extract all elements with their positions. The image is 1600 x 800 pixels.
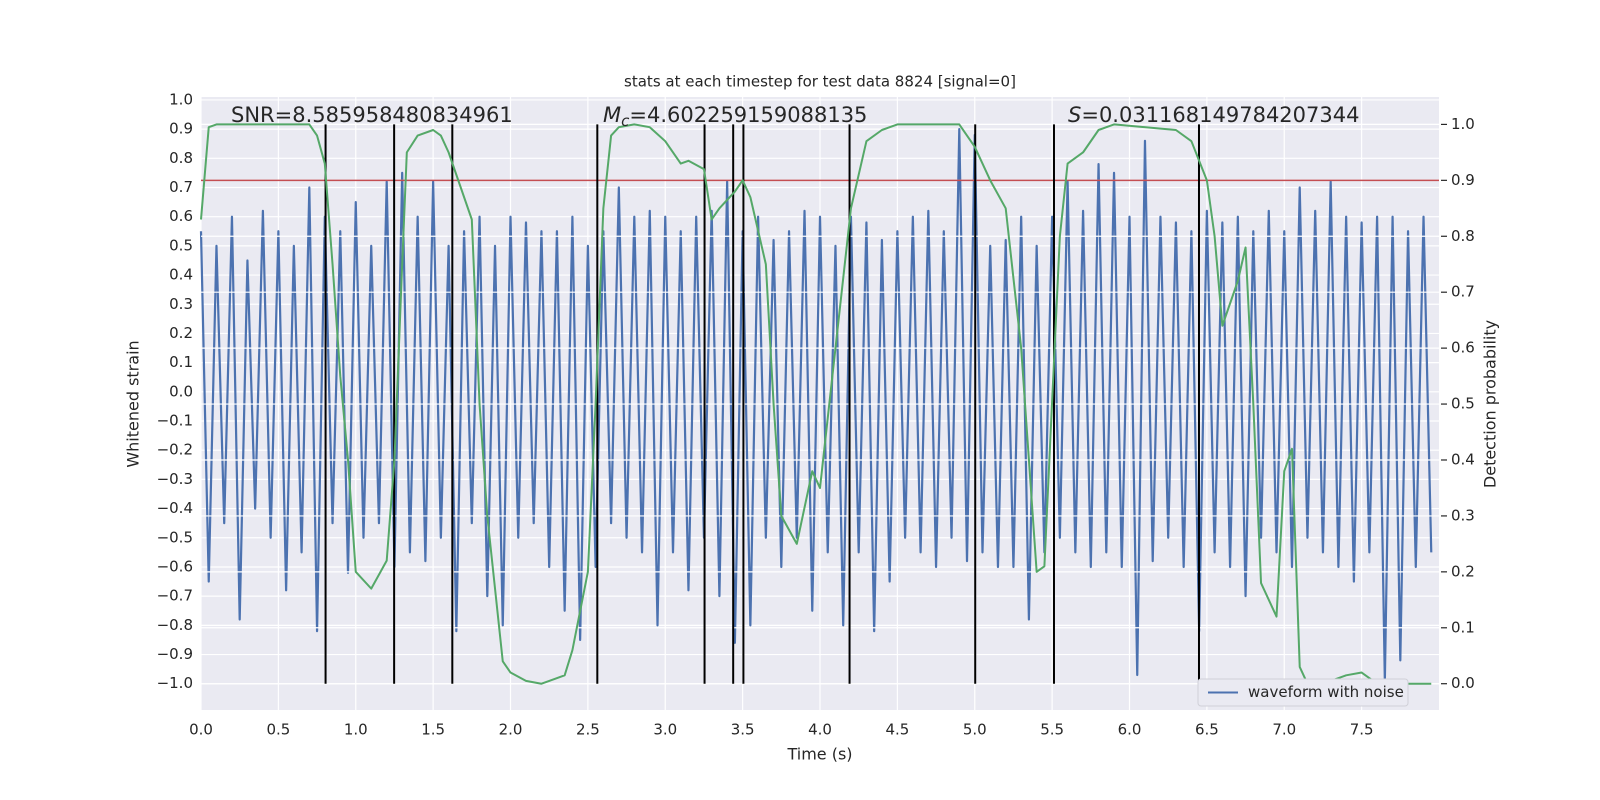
x-tick-label: 5.5	[1040, 721, 1064, 739]
x-tick-label: 7.0	[1272, 721, 1296, 739]
y-tick-label: 0.4	[169, 266, 193, 284]
x-tick-label: 4.5	[885, 721, 909, 739]
y-tick-label: −0.5	[157, 528, 193, 546]
chart-title: stats at each timestep for test data 882…	[624, 73, 1016, 91]
y-tick-label: 0.6	[169, 207, 193, 225]
y-tick-label: 0.0	[169, 382, 193, 400]
annotation-symbol: M	[603, 103, 621, 127]
y2-tick-label: 0.2	[1451, 562, 1475, 580]
y-tick-label: −0.2	[157, 441, 193, 459]
annotation: SNR=8.585958480834961	[231, 103, 513, 127]
annotation-symbol: S	[1068, 103, 1081, 127]
x-tick-label: 2.0	[499, 721, 523, 739]
x-axis-label: Time (s)	[786, 745, 852, 764]
data-line	[199, 128, 1433, 682]
y-tick-label: 0.8	[169, 149, 193, 167]
y2-tick-label: 0.5	[1451, 395, 1475, 413]
y2-tick-label: 0.8	[1451, 227, 1475, 245]
annotation: Mc=4.602259159088135	[603, 103, 867, 130]
annotation-text: =4.602259159088135	[629, 103, 867, 127]
x-tick-label: 0.0	[189, 721, 213, 739]
x-tick-label: 1.5	[421, 721, 445, 739]
y-tick-label: −0.4	[157, 499, 193, 517]
y-tick-label: −0.1	[157, 412, 193, 430]
y-tick-label: −0.8	[157, 616, 193, 634]
y2-tick-label: 0.0	[1451, 674, 1475, 692]
y2-tick-label: 0.7	[1451, 283, 1475, 301]
y2-tick-label: 0.6	[1451, 339, 1475, 357]
x-tick-label: 6.0	[1118, 721, 1142, 739]
x-tick-label: 1.0	[344, 721, 368, 739]
y-tick-label: −0.7	[157, 587, 193, 605]
x-tick-label: 6.5	[1195, 721, 1219, 739]
x-tick-label: 0.5	[266, 721, 290, 739]
y-tick-label: 0.7	[169, 178, 193, 196]
y-tick-label: −0.6	[157, 557, 193, 575]
annotation-subscript: c	[621, 112, 630, 130]
y-tick-label: 0.1	[169, 353, 193, 371]
legend-label: waveform with noise	[1248, 683, 1404, 701]
y-axis-label: Whitened strain	[124, 340, 143, 467]
y2-tick-label: 1.0	[1451, 115, 1475, 133]
annotation: S=0.031168149784207344	[1068, 103, 1359, 127]
y-tick-label: −1.0	[157, 674, 193, 692]
y2-tick-label: 0.9	[1451, 171, 1475, 189]
y-tick-label: 0.3	[169, 295, 193, 313]
y-tick-label: 0.9	[169, 120, 193, 138]
annotation-text: SNR=8.585958480834961	[231, 103, 513, 127]
y-tick-label: −0.9	[157, 645, 193, 663]
x-tick-label: 3.0	[653, 721, 677, 739]
y2-axis-label: Detection probability	[1481, 320, 1500, 488]
x-tick-label: 2.5	[576, 721, 600, 739]
y-tick-label: −0.3	[157, 470, 193, 488]
x-tick-label: 4.0	[808, 721, 832, 739]
y2-tick-label: 0.4	[1451, 450, 1475, 468]
legend-box	[1197, 678, 1409, 707]
y-tick-label: 1.0	[169, 90, 193, 108]
annotation-text: =0.031168149784207344	[1081, 103, 1359, 127]
data-line	[200, 123, 1432, 685]
x-tick-label: 3.5	[731, 721, 755, 739]
y-tick-label: 0.5	[169, 236, 193, 254]
y-tick-label: 0.2	[169, 324, 193, 342]
x-tick-label: 7.5	[1350, 721, 1374, 739]
x-tick-label: 5.0	[963, 721, 987, 739]
y2-tick-label: 0.1	[1451, 618, 1475, 636]
y2-tick-label: 0.3	[1451, 506, 1475, 524]
